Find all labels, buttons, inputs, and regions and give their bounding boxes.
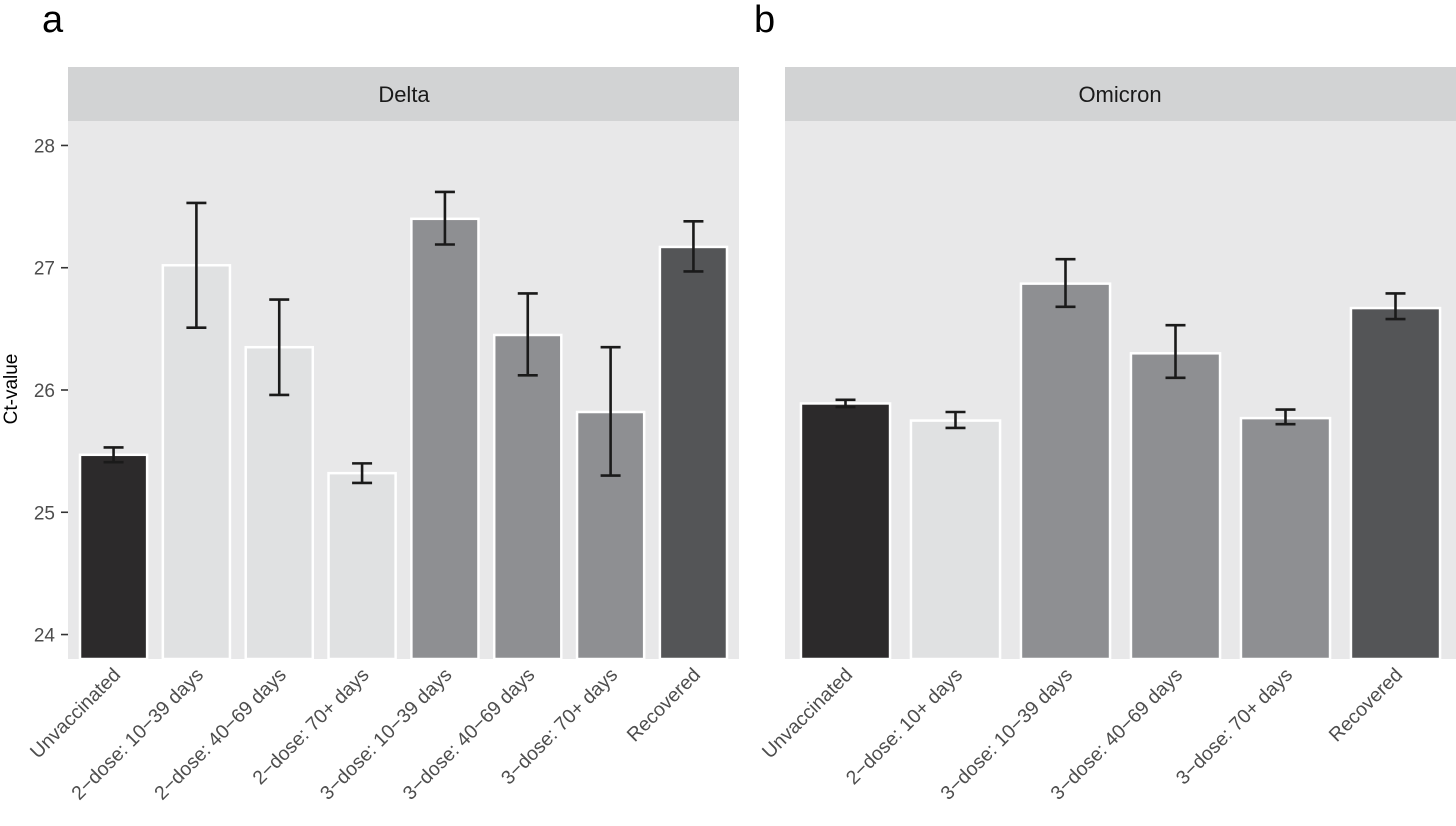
- bar-2-dose-70-days: [327, 471, 397, 661]
- error-bar-3-dose-40-69-days: [1165, 323, 1186, 380]
- bars-omicron: [799, 257, 1442, 661]
- bar-2-dose-40-69-days: [244, 345, 315, 661]
- bar-3-dose-10-39-days: [1019, 282, 1112, 661]
- error-bar-unvaccinated: [835, 398, 856, 409]
- y-tick-label: 26: [34, 381, 55, 402]
- bar-unvaccinated: [799, 402, 892, 661]
- x-tick-label-recovered: Recovered: [623, 664, 705, 746]
- bar-2-dose-10-days: [909, 419, 1002, 661]
- bar-recovered: [658, 245, 729, 661]
- error-bar-2-dose-70-days: [352, 462, 373, 485]
- strip-delta: [68, 67, 739, 121]
- bar-2-dose-10-39-days: [161, 264, 232, 661]
- y-tick-label: 25: [34, 503, 55, 524]
- bar-unvaccinated: [78, 453, 149, 661]
- bar-3-dose-10-39-days: [410, 217, 480, 661]
- strip-label-delta: Delta: [378, 82, 430, 107]
- error-bar-3-dose-70-days: [600, 345, 621, 477]
- error-bar-2-dose-10-39-days: [186, 201, 207, 329]
- error-bar-3-dose-40-69-days: [517, 292, 538, 377]
- bar-3-dose-40-69-days: [1129, 352, 1222, 661]
- error-bar-3-dose-70-days: [1275, 408, 1296, 426]
- bars-delta: [78, 190, 729, 661]
- bar-recovered: [1349, 306, 1442, 661]
- strip-omicron: [785, 67, 1456, 121]
- error-bar-2-dose-40-69-days: [269, 298, 290, 397]
- y-axis: 24 25 26 27 28: [34, 136, 68, 647]
- panel-letter-a: a: [42, 0, 64, 41]
- plot-area-omicron: [785, 121, 1456, 659]
- bar-3-dose-70-days: [1239, 416, 1332, 661]
- bar-3-dose-40-69-days: [492, 333, 563, 661]
- error-bar-2-dose-10-days: [945, 410, 966, 430]
- error-bar-3-dose-10-39-days: [1055, 257, 1076, 309]
- x-tick-label-unvaccinated: Unvaccinated: [758, 664, 857, 763]
- error-bar-3-dose-10-39-days: [434, 190, 455, 246]
- error-bar-unvaccinated: [103, 446, 124, 464]
- y-tick-label: 27: [34, 259, 55, 280]
- error-bar-recovered: [1385, 292, 1406, 321]
- x-tick-label-2-dose-10-days: 2−dose: 10+ days: [842, 664, 967, 789]
- strip-label-omicron: Omicron: [1078, 82, 1161, 107]
- x-tick-label-recovered: Recovered: [1325, 664, 1407, 746]
- error-bar-recovered: [683, 219, 704, 273]
- x-tick-label-3-dose-70-days: 3−dose: 70+ days: [1172, 664, 1297, 789]
- y-axis-title: Ct-value: [1, 354, 22, 425]
- y-tick-label: 28: [34, 136, 55, 157]
- panel-letter-b: b: [754, 0, 775, 41]
- y-tick-label: 24: [34, 626, 56, 647]
